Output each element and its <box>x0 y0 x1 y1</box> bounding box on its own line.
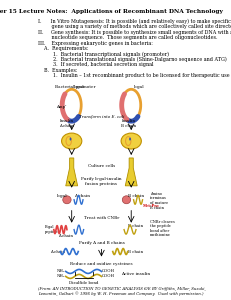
Text: B chain: B chain <box>128 224 143 228</box>
Text: Treat with CNBr: Treat with CNBr <box>84 216 119 220</box>
Text: A chain: A chain <box>50 250 64 254</box>
Circle shape <box>129 138 131 140</box>
Text: CNBr cleaves
the peptide
bond after
methionine: CNBr cleaves the peptide bond after meth… <box>150 220 175 238</box>
Text: b-gal: b-gal <box>134 85 144 89</box>
Text: 1.  Bacterial transcriptional signals (promoter): 1. Bacterial transcriptional signals (pr… <box>38 52 169 57</box>
Text: 1.  Insulin – 1st recombinant product to be licensed for therapeutic use in 1982: 1. Insulin – 1st recombinant product to … <box>38 74 231 78</box>
Text: Bacterial promoter: Bacterial promoter <box>55 85 96 89</box>
Circle shape <box>70 138 71 140</box>
Text: III.    Expressing eukaryotic genes in bacteria:: III. Expressing eukaryotic genes in bact… <box>38 40 153 46</box>
Text: A chain: A chain <box>58 234 73 238</box>
Text: 3.  If secreted, bacterial secretion signal: 3. If secreted, bacterial secretion sign… <box>38 62 153 68</box>
Text: (From: AN INTRODUCTION TO GENETIC ANALYSIS 6/E BY Griffiths, Miller, Suzuki,
Lew: (From: AN INTRODUCTION TO GENETIC ANALYS… <box>38 286 206 296</box>
Text: COOH: COOH <box>102 274 115 278</box>
Text: B chain: B chain <box>128 250 143 254</box>
Text: Culture cells: Culture cells <box>88 164 115 168</box>
Text: Reduce and oxidize cysteines: Reduce and oxidize cysteines <box>70 262 133 266</box>
Text: Amino
terminus
of mature
B chain: Amino terminus of mature B chain <box>150 192 169 210</box>
Text: B chain: B chain <box>128 194 144 198</box>
Text: Ampʳ: Ampʳ <box>56 105 67 109</box>
Text: b-gal: b-gal <box>57 194 67 198</box>
Polygon shape <box>66 158 78 186</box>
Text: Purify b-gal-insulin
fusion proteins: Purify b-gal-insulin fusion proteins <box>81 177 122 186</box>
Text: Purify A and B chains: Purify A and B chains <box>79 241 125 244</box>
Text: Active insulin: Active insulin <box>121 272 150 276</box>
Text: b-gal: b-gal <box>74 85 85 89</box>
Text: Disulfide bond: Disulfide bond <box>69 281 98 285</box>
Text: Met-Pro: Met-Pro <box>143 204 160 208</box>
Text: B.  Examples:: B. Examples: <box>38 68 77 73</box>
Text: COOH: COOH <box>102 269 115 273</box>
Text: 2.  Bacterial translational signals (Shine-Dalgarno sequence and ATG): 2. Bacterial translational signals (Shin… <box>38 57 227 62</box>
Text: II.     Gene synthesis: It is possible to synthesize small segments of DNA with : II. Gene synthesis: It is possible to sy… <box>38 30 231 34</box>
Text: A.  Requirements:: A. Requirements: <box>38 46 88 51</box>
Ellipse shape <box>122 196 131 204</box>
Ellipse shape <box>63 196 71 204</box>
Text: nucleotide sequence.  Those segments are called oligonucleotides.: nucleotide sequence. Those segments are … <box>38 35 217 40</box>
Text: Chapter 15 Lecture Notes:  Applications of Recombinant DNA Technology: Chapter 15 Lecture Notes: Applications o… <box>0 9 223 14</box>
Text: Transform into E. coli: Transform into E. coli <box>79 115 124 119</box>
Ellipse shape <box>62 133 82 149</box>
Text: B-gal
peptides: B-gal peptides <box>45 225 61 234</box>
Text: NH₂: NH₂ <box>57 269 65 273</box>
Text: NH₂: NH₂ <box>57 274 65 278</box>
Text: gene using a variety of methods which are collectively called site directed muta: gene using a variety of methods which ar… <box>38 24 231 29</box>
Text: I.      In Vitro Mutagenesis: It is possible (and relatively easy) to make speci: I. In Vitro Mutagenesis: It is possible … <box>38 19 231 24</box>
Text: Insulin
B chain: Insulin B chain <box>121 119 136 128</box>
Text: A chain: A chain <box>74 194 90 198</box>
Text: Insulin
A chain: Insulin A chain <box>60 119 74 128</box>
Ellipse shape <box>121 133 141 149</box>
Polygon shape <box>125 158 137 186</box>
